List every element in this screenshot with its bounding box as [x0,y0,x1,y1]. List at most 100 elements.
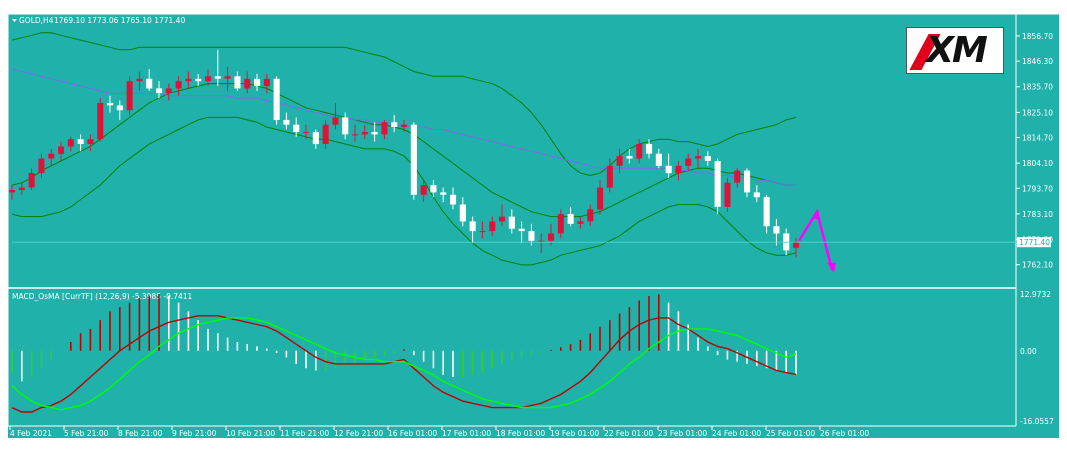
candle-body [107,102,114,106]
candle-body [224,76,231,79]
candle-body [714,161,721,207]
time-tick-label: 25 Feb 01:00 [766,429,815,438]
candle-body [116,105,123,111]
time-tick-label: 8 Feb 21:00 [118,429,163,438]
price-tick-label: 1814.70 [1022,134,1053,143]
candle-body [175,81,182,89]
candle-body [361,132,368,135]
forecast-arrow [797,208,836,273]
price-tick-label: 1825.10 [1022,108,1053,117]
candle-body [459,204,466,222]
macd-axis: 12.9732 0.00 -16.0557 [1020,290,1054,426]
symbol-header: GOLD,H4 1769.10 1773.06 1765.10 1771.40 [12,16,185,25]
candle-body [626,156,633,159]
candle-body [254,78,261,87]
current-price-label: 1771.40 [1019,238,1050,247]
price-tick-label: 1793.70 [1022,184,1053,193]
time-tick-label: 24 Feb 01:00 [712,429,761,438]
candle-body [675,165,682,174]
candle-body [518,228,525,232]
candle-body [9,190,16,193]
candle-body [312,132,319,145]
candle-body [469,221,476,232]
candle-body [67,139,74,147]
time-tick-label: 22 Feb 01:00 [604,429,653,438]
dropdown-triangle-icon[interactable] [12,19,17,22]
time-tick-label: 19 Feb 01:00 [550,429,599,438]
time-tick-label: 23 Feb 01:00 [658,429,707,438]
symbol-label: GOLD,H4 [19,16,54,25]
time-tick-label: 16 Feb 01:00 [388,429,437,438]
arrow-head-down-icon [827,262,836,273]
xm-logo: XM [906,27,1004,74]
forecast-arrow-path [797,208,834,271]
bollinger-line-2 [11,116,797,266]
ohlc-label: 1769.10 1773.06 1765.10 1771.40 [54,16,185,25]
candle-body [685,158,692,166]
macd-tick-label: 12.9732 [1020,290,1051,299]
candle-body [695,156,702,159]
signal-line [11,317,797,411]
time-tick-label: 18 Feb 01:00 [496,429,545,438]
candle-body [557,214,564,234]
candle-body [77,139,84,144]
candle-body [655,153,662,166]
macd-line [11,315,797,413]
candle-body [508,216,515,229]
candle-body [646,144,653,154]
candle-body [793,242,800,248]
candle-body [479,231,486,233]
candle-body [136,78,143,82]
candle-body [293,124,300,132]
candle-body [773,226,780,234]
time-tick-label: 4 Feb 2021 [10,429,52,438]
candle-body [38,158,45,173]
candle-body [234,76,241,89]
candle-body [489,221,496,232]
candle-body [763,197,770,227]
candle-body [371,132,378,135]
time-tick-label: 11 Feb 21:00 [280,429,329,438]
candle-body [753,192,760,198]
candle-body [58,146,65,154]
candle-body [606,165,613,188]
candle-body [87,139,94,144]
time-tick-label: 17 Feb 01:00 [442,429,491,438]
candle-body [538,240,545,242]
time-tick-label: 12 Feb 21:00 [334,429,383,438]
candle-body [734,170,741,183]
macd-tick-label: 0.00 [1020,347,1037,356]
bollinger-line-0 [11,32,797,177]
candle-body [205,76,212,82]
candle-body [528,231,535,241]
candle-body [342,117,349,135]
candle-body [185,78,192,82]
logo-text: XM [926,30,988,71]
candle-body [332,117,339,125]
price-tick-label: 1762.10 [1022,261,1053,270]
candle-body [744,170,751,193]
candle-body [214,76,221,79]
candle-body [410,124,417,195]
candle-body [665,165,672,174]
candle-body [263,78,270,87]
candle-body [156,88,163,94]
candle-body [567,214,574,224]
candle-body [48,153,55,159]
candle-body [273,78,280,120]
candle-body [587,209,594,222]
candle-body [126,81,133,111]
macd-lines [11,315,797,413]
candle-body [499,216,506,222]
candle-body [244,78,251,89]
time-tick-label: 9 Feb 21:00 [172,429,217,438]
chart-background [8,14,1059,438]
candle-body [381,122,388,135]
macd-tick-label: -16.0557 [1020,417,1054,426]
time-tick-label: 5 Feb 21:00 [64,429,109,438]
candle-body [18,187,25,190]
macd-header-label: MACD_OsMA [CurrTF] (12,26,9) -5.3985 -0.… [12,292,193,301]
price-tick-label: 1783.10 [1022,210,1053,219]
candle-body [283,119,290,125]
